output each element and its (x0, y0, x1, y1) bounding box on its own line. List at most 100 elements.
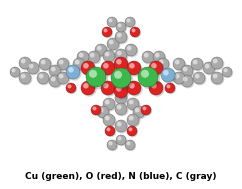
Circle shape (88, 51, 100, 63)
Circle shape (115, 58, 130, 73)
Circle shape (83, 63, 89, 69)
Circle shape (127, 141, 130, 145)
Circle shape (224, 68, 227, 72)
Circle shape (139, 68, 160, 89)
Circle shape (50, 66, 62, 78)
Circle shape (151, 83, 157, 89)
Circle shape (157, 58, 169, 70)
Circle shape (106, 127, 116, 137)
Circle shape (126, 18, 136, 28)
Circle shape (141, 70, 149, 78)
Circle shape (115, 103, 127, 115)
Circle shape (144, 53, 149, 57)
Circle shape (19, 72, 31, 84)
Circle shape (104, 28, 107, 32)
Circle shape (109, 40, 113, 44)
Circle shape (108, 141, 113, 145)
Circle shape (175, 74, 180, 78)
Circle shape (105, 116, 110, 120)
Circle shape (81, 61, 95, 75)
Circle shape (126, 141, 136, 151)
Circle shape (103, 63, 109, 69)
Circle shape (115, 92, 127, 104)
Circle shape (111, 68, 131, 88)
Circle shape (131, 28, 141, 38)
Circle shape (142, 51, 154, 63)
Circle shape (51, 67, 56, 71)
Circle shape (128, 115, 140, 127)
Circle shape (39, 74, 44, 78)
Circle shape (107, 38, 119, 50)
Circle shape (128, 82, 143, 97)
Circle shape (104, 51, 116, 63)
Circle shape (174, 59, 186, 71)
Circle shape (150, 62, 165, 77)
Circle shape (183, 77, 188, 81)
Circle shape (90, 53, 95, 57)
Circle shape (68, 84, 71, 88)
Circle shape (154, 52, 166, 64)
Circle shape (128, 62, 143, 77)
Circle shape (78, 52, 90, 64)
Circle shape (107, 140, 117, 150)
Circle shape (102, 82, 117, 97)
Circle shape (192, 59, 204, 71)
Circle shape (116, 86, 122, 91)
Circle shape (102, 27, 112, 37)
Circle shape (130, 27, 140, 37)
Circle shape (38, 73, 50, 85)
Circle shape (28, 63, 40, 75)
Circle shape (115, 49, 127, 61)
Circle shape (158, 59, 170, 71)
Circle shape (127, 81, 141, 95)
Circle shape (86, 67, 106, 87)
Circle shape (213, 74, 218, 78)
Circle shape (105, 100, 110, 105)
Circle shape (128, 127, 138, 137)
Circle shape (205, 64, 210, 68)
Circle shape (66, 83, 76, 93)
Circle shape (203, 62, 215, 74)
Circle shape (79, 53, 83, 57)
Circle shape (92, 106, 102, 116)
Circle shape (105, 52, 110, 57)
Circle shape (103, 98, 115, 110)
Circle shape (126, 45, 138, 57)
Circle shape (83, 83, 89, 89)
Text: Cu (green), O (red), N (blue), C (gray): Cu (green), O (red), N (blue), C (gray) (25, 172, 217, 181)
Circle shape (125, 17, 135, 27)
Circle shape (162, 69, 177, 84)
Circle shape (102, 62, 117, 77)
Circle shape (99, 108, 104, 112)
Circle shape (95, 44, 107, 56)
Circle shape (151, 63, 157, 69)
Circle shape (127, 18, 130, 22)
Circle shape (104, 99, 116, 111)
Circle shape (129, 83, 135, 89)
Circle shape (97, 46, 102, 50)
Circle shape (19, 57, 31, 69)
Circle shape (117, 33, 121, 37)
Circle shape (135, 108, 140, 112)
Circle shape (75, 60, 80, 64)
Circle shape (103, 50, 115, 62)
Circle shape (68, 67, 74, 73)
Circle shape (106, 127, 111, 131)
Circle shape (159, 60, 164, 64)
Circle shape (127, 98, 139, 110)
Circle shape (77, 51, 89, 63)
Circle shape (175, 60, 180, 64)
Circle shape (223, 68, 233, 78)
Circle shape (103, 28, 113, 38)
Circle shape (129, 100, 134, 105)
Circle shape (125, 44, 137, 56)
Circle shape (116, 121, 128, 133)
Circle shape (204, 63, 216, 75)
Circle shape (181, 75, 193, 87)
Circle shape (98, 107, 110, 119)
Circle shape (222, 67, 232, 77)
Circle shape (212, 73, 224, 85)
Circle shape (87, 68, 108, 89)
Circle shape (82, 82, 97, 97)
Circle shape (40, 59, 52, 71)
